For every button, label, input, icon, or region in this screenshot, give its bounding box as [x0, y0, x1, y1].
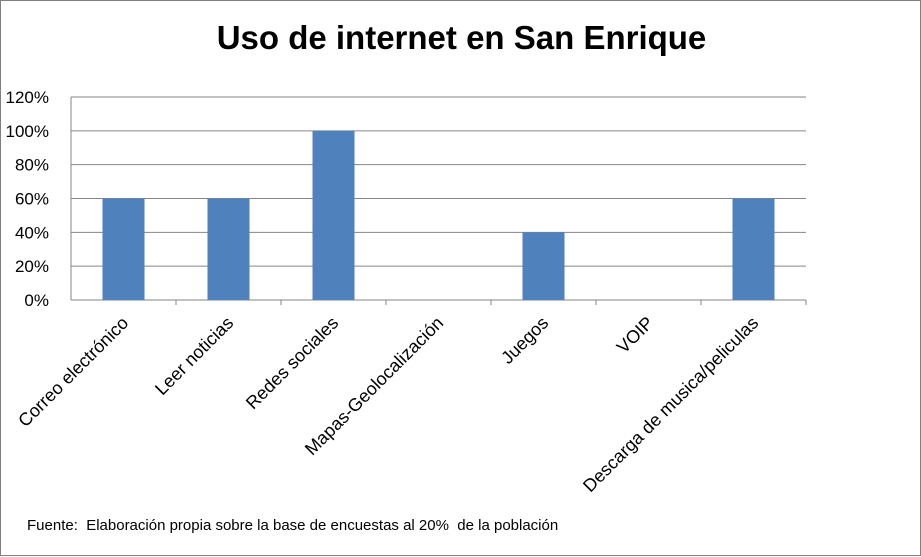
- y-tick-label: 20%: [15, 257, 49, 276]
- bar: [102, 198, 145, 300]
- y-tick-label: 0%: [24, 291, 49, 310]
- x-category-label: Redes sociales: [242, 313, 342, 413]
- bar: [732, 198, 775, 300]
- y-tick-label: 100%: [6, 122, 49, 141]
- y-tick-label: 80%: [15, 156, 49, 175]
- x-category-label: Correo electrónico: [14, 313, 132, 431]
- x-category-label: Leer noticias: [151, 313, 237, 399]
- y-tick-label: 120%: [6, 88, 49, 107]
- bar: [522, 232, 565, 300]
- x-category-label: Juegos: [497, 313, 552, 368]
- y-tick-label: 60%: [15, 190, 49, 209]
- bar: [207, 198, 250, 300]
- chart-title: Uso de internet en San Enrique: [216, 19, 707, 56]
- y-tick-label: 40%: [15, 223, 49, 242]
- source-note: Fuente: Elaboración propia sobre la base…: [27, 517, 559, 534]
- x-category-label: Descarga de musica/peliculas: [579, 313, 762, 496]
- x-category-label: VOIP: [613, 313, 658, 358]
- bar: [312, 130, 355, 300]
